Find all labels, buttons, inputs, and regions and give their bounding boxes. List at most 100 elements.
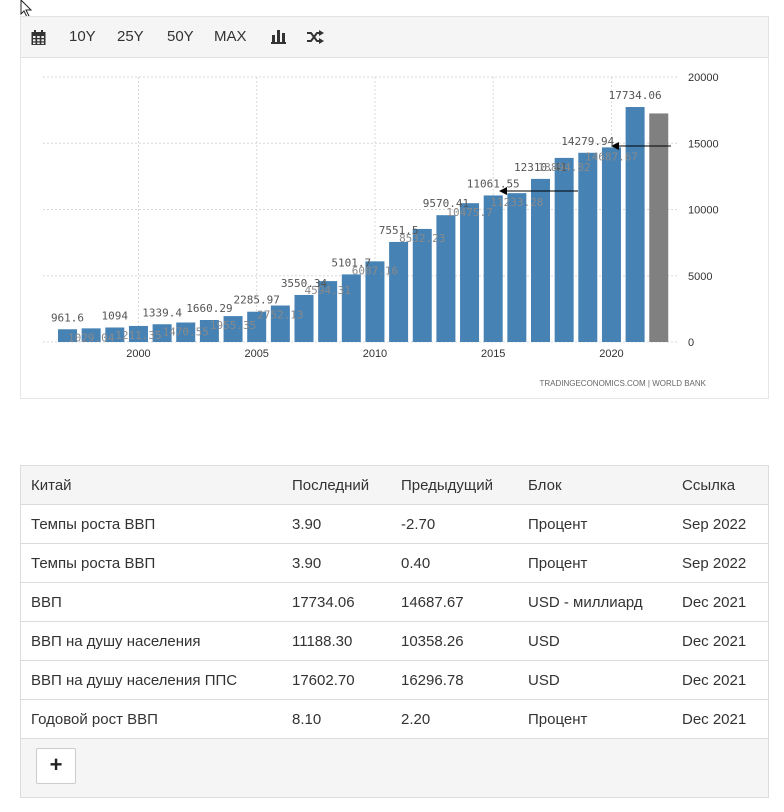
bar-value-label: 6087.16 <box>352 264 398 277</box>
data-bar[interactable] <box>341 274 361 342</box>
data-bar[interactable] <box>270 305 290 342</box>
data-bar[interactable] <box>128 325 148 342</box>
x-tick-label: 2015 <box>481 348 505 360</box>
data-bar[interactable] <box>199 320 219 342</box>
data-bar[interactable] <box>318 281 338 342</box>
row-last: 8.10 <box>292 699 401 739</box>
bar-value-label: 1211.35 <box>115 329 161 342</box>
chart-source: TRADINGECONOMICS.COM | WORLD BANK <box>539 379 706 388</box>
row-indicator-link[interactable]: ВВП <box>21 582 292 622</box>
bar-value-label: 1029.04 <box>68 331 115 344</box>
row-indicator-link[interactable]: ВВП на душу населения ППС <box>21 660 292 700</box>
x-tick-label: 2010 <box>363 348 387 360</box>
bar-value-label: 14279.94 <box>561 135 614 148</box>
header-unit: Блок <box>528 466 682 505</box>
bar-value-label: 14687.67 <box>585 150 638 163</box>
bar-value-label: 11233.28 <box>490 196 543 209</box>
data-bar[interactable] <box>507 193 527 342</box>
data-bar[interactable] <box>223 316 243 342</box>
row-previous: 0.40 <box>401 543 528 583</box>
data-bar[interactable] <box>554 157 574 342</box>
bar-value-label: 5101.7 <box>331 256 371 269</box>
data-bar[interactable] <box>152 324 172 342</box>
data-bar[interactable] <box>294 294 314 342</box>
data-bar[interactable] <box>389 241 409 342</box>
data-bar[interactable] <box>578 152 598 342</box>
data-bar[interactable] <box>365 261 385 342</box>
bar-value-label: 11061.55 <box>467 177 520 190</box>
bar-value-label: 8532.23 <box>399 232 445 245</box>
y-tick-label: 10000 <box>688 205 719 217</box>
bar-value-label: 4594.31 <box>304 284 350 297</box>
data-bar[interactable] <box>483 195 503 342</box>
data-bar[interactable] <box>176 322 196 342</box>
data-bar[interactable] <box>436 215 456 342</box>
range-max-button[interactable]: MAX <box>214 28 247 45</box>
range-50y-button[interactable]: 50Y <box>167 28 194 45</box>
bar-value-label: 10475.7 <box>446 206 492 219</box>
data-bar[interactable] <box>625 107 645 342</box>
bar-value-label: 1339.4 <box>142 306 182 319</box>
table-footer: + <box>21 739 768 797</box>
data-bar[interactable] <box>247 311 267 342</box>
row-previous: 10358.26 <box>401 621 528 661</box>
y-tick-label: 15000 <box>688 138 719 150</box>
table-row[interactable]: Годовой рост ВВП 8.10 2.20 Процент Dec 2… <box>21 699 768 739</box>
x-tick-label: 2005 <box>244 348 268 360</box>
row-unit: Процент <box>528 543 682 583</box>
bar-chart-icon[interactable] <box>271 17 286 57</box>
data-bar[interactable] <box>58 329 77 342</box>
row-unit: USD - миллиард <box>528 582 682 622</box>
forecast-bar[interactable] <box>649 113 669 342</box>
arrow-head-2 <box>611 142 619 150</box>
shuffle-icon[interactable] <box>307 17 324 57</box>
header-reference: Ссылка <box>682 466 768 505</box>
range-10y-button[interactable]: 10Y <box>69 28 96 45</box>
row-previous: 16296.78 <box>401 660 528 700</box>
data-bar[interactable] <box>460 203 480 342</box>
data-bar[interactable] <box>81 328 101 342</box>
bar-value-label: 961.6 <box>51 311 84 324</box>
table-row[interactable]: Темпы роста ВВП 3.90 0.40 Процент Sep 20… <box>21 543 768 583</box>
row-reference: Dec 2021 <box>682 699 768 739</box>
gdp-bar-chart: 961.6 1029.04 1094 1211.35 1339.4 1470.55 1660… <box>43 72 719 388</box>
bar-value-label: 13894.82 <box>538 161 591 174</box>
x-tick-label: 2000 <box>126 348 150 360</box>
table-row[interactable]: ВВП на душу населения 11188.30 10358.26 … <box>21 621 768 661</box>
row-last: 11188.30 <box>292 621 401 661</box>
row-reference: Dec 2021 <box>682 660 768 700</box>
row-indicator-link[interactable]: ВВП на душу населения <box>21 621 292 661</box>
data-bar[interactable] <box>531 178 550 342</box>
row-indicator-link[interactable]: Годовой рост ВВП <box>21 699 292 739</box>
row-reference: Dec 2021 <box>682 621 768 661</box>
table-row[interactable]: ВВП 17734.06 14687.67 USD - миллиард Dec… <box>21 582 768 622</box>
bar-value-label: 7551.5 <box>379 224 419 237</box>
row-indicator-link[interactable]: Темпы роста ВВП <box>21 504 292 544</box>
add-indicator-button[interactable]: + <box>36 748 76 784</box>
bar-value-label: 17734.06 <box>609 89 662 102</box>
row-unit: Процент <box>528 699 682 739</box>
range-25y-button[interactable]: 25Y <box>117 28 144 45</box>
calendar-icon[interactable] <box>31 18 46 58</box>
row-unit: Процент <box>528 504 682 544</box>
bar-value-label: 1955.35 <box>210 319 256 332</box>
row-last: 17602.70 <box>292 660 401 700</box>
table-header-row: Китай Последний Предыдущий Блок Ссылка <box>21 466 768 505</box>
chart-panel: 961.6 1029.04 1094 1211.35 1339.4 1470.55 1660… <box>20 58 769 399</box>
header-country: Китай <box>21 466 292 505</box>
bar-value-label: 2285.97 <box>234 294 280 307</box>
row-indicator-link[interactable]: Темпы роста ВВП <box>21 543 292 583</box>
table-row[interactable]: ВВП на душу населения ППС 17602.70 16296… <box>21 660 768 700</box>
bar-value-label: 1094 <box>102 310 129 323</box>
row-last: 17734.06 <box>292 582 401 622</box>
header-last: Последний <box>292 466 401 505</box>
bar-value-label: 3550.34 <box>281 277 328 290</box>
row-reference: Sep 2022 <box>682 543 768 583</box>
row-previous: 14687.67 <box>401 582 528 622</box>
data-bar[interactable] <box>412 228 432 342</box>
row-reference: Sep 2022 <box>682 504 768 544</box>
data-bar[interactable] <box>601 147 621 342</box>
row-previous: 2.20 <box>401 699 528 739</box>
table-row[interactable]: Темпы роста ВВП 3.90 -2.70 Процент Sep 2… <box>21 504 768 544</box>
data-bar[interactable] <box>105 327 125 342</box>
